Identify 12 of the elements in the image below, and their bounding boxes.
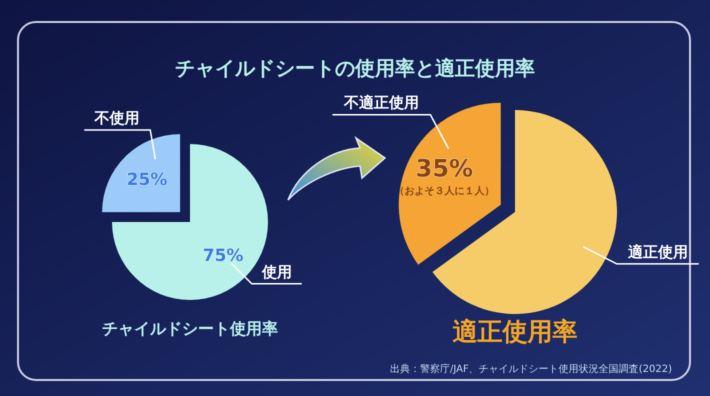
slice-label: 不使用 [94, 109, 140, 128]
slice-label: 不適正使用 [342, 94, 419, 112]
text: 適正使用率 [452, 317, 578, 346]
slice-label: 適正使用 [626, 242, 688, 261]
text: チャイルドシートの使用率と適正使用率 [175, 56, 535, 80]
data-label: 75% [202, 246, 244, 266]
source-note: 出典：警察庁/JAF、チャイルドシート使用状況全国調査(2022) [390, 363, 672, 375]
text: チャイルドシート使用率 [102, 319, 278, 338]
slice-label: 使用 [260, 262, 292, 281]
text: （およそ３人に１人） [394, 185, 494, 198]
data-label: 35% [416, 154, 474, 182]
data-label: 25% [126, 170, 168, 190]
